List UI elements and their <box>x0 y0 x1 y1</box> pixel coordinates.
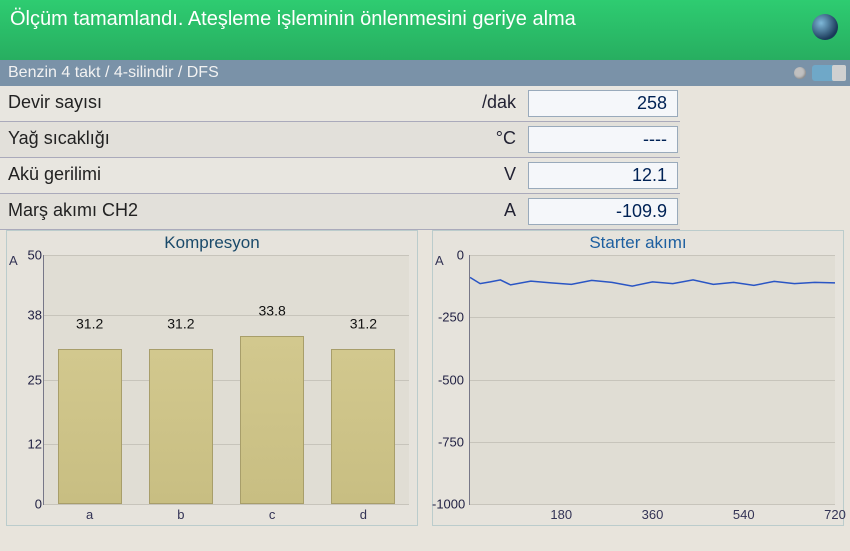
xtick-label: 360 <box>642 507 664 522</box>
globe-icon[interactable] <box>812 14 838 40</box>
xtick-label: b <box>177 507 184 522</box>
reading-row: Marş akımı CH2A -109.9 <box>0 194 680 230</box>
ytick-label: 38 <box>10 307 42 322</box>
compression-chart-title: Kompresyon <box>7 231 417 254</box>
xtick-label: d <box>360 507 367 522</box>
indicator-icon <box>794 67 806 79</box>
reading-unit: /dak <box>470 86 520 121</box>
status-header: Ölçüm tamamlandı. Ateşleme işleminin önl… <box>0 0 850 60</box>
reading-label: Akü gerilimi <box>0 158 470 193</box>
reading-unit: °C <box>470 122 520 157</box>
bar-value-label: 31.2 <box>350 315 377 331</box>
reading-value: ---- <box>528 126 678 153</box>
xtick-label: 720 <box>824 507 846 522</box>
starter-chart: Starter akımı A -1000-750-500-2500180360… <box>432 230 844 526</box>
ytick-label: -250 <box>432 310 464 325</box>
starter-chart-title: Starter akımı <box>433 231 843 254</box>
reading-label: Yağ sıcaklığı <box>0 122 470 157</box>
ytick-label: -750 <box>432 434 464 449</box>
reading-value: -109.9 <box>528 198 678 225</box>
reading-label: Marş akımı CH2 <box>0 194 470 229</box>
xtick-label: c <box>269 507 276 522</box>
emissions-icon <box>812 65 840 81</box>
reading-row: Yağ sıcaklığı°C ---- <box>0 122 680 158</box>
ytick-label: 12 <box>10 437 42 452</box>
reading-unit: A <box>470 194 520 229</box>
ytick-label: 25 <box>10 372 42 387</box>
xtick-label: 180 <box>550 507 572 522</box>
ytick-label: 0 <box>432 248 464 263</box>
bar-value-label: 31.2 <box>76 315 103 331</box>
compression-chart: Kompresyon A 01225385031.2a31.2b33.8c31.… <box>6 230 418 526</box>
reading-row: Devir sayısı/dak 258 <box>0 86 680 122</box>
reading-row: Akü gerilimiV 12.1 <box>0 158 680 194</box>
engine-config-bar: Benzin 4 takt / 4-silindir / DFS <box>0 60 850 86</box>
ytick-label: -1000 <box>432 497 464 512</box>
compression-bar <box>58 349 122 504</box>
ytick-label: -500 <box>432 372 464 387</box>
starter-line <box>470 255 835 504</box>
compression-bar <box>240 336 304 504</box>
bar-value-label: 33.8 <box>259 302 286 318</box>
compression-bar <box>149 349 213 504</box>
reading-value: 258 <box>528 90 678 117</box>
status-text: Ölçüm tamamlandı. Ateşleme işleminin önl… <box>10 8 576 31</box>
ytick-label: 50 <box>10 248 42 263</box>
reading-value: 12.1 <box>528 162 678 189</box>
reading-label: Devir sayısı <box>0 86 470 121</box>
compression-bar <box>331 349 395 504</box>
xtick-label: a <box>86 507 93 522</box>
bar-value-label: 31.2 <box>167 315 194 331</box>
engine-config-text: Benzin 4 takt / 4-silindir / DFS <box>8 64 219 82</box>
readings-table: Devir sayısı/dak 258 Yağ sıcaklığı°C ---- Ak… <box>0 86 680 230</box>
xtick-label: 540 <box>733 507 755 522</box>
ytick-label: 0 <box>10 497 42 512</box>
reading-unit: V <box>470 158 520 193</box>
